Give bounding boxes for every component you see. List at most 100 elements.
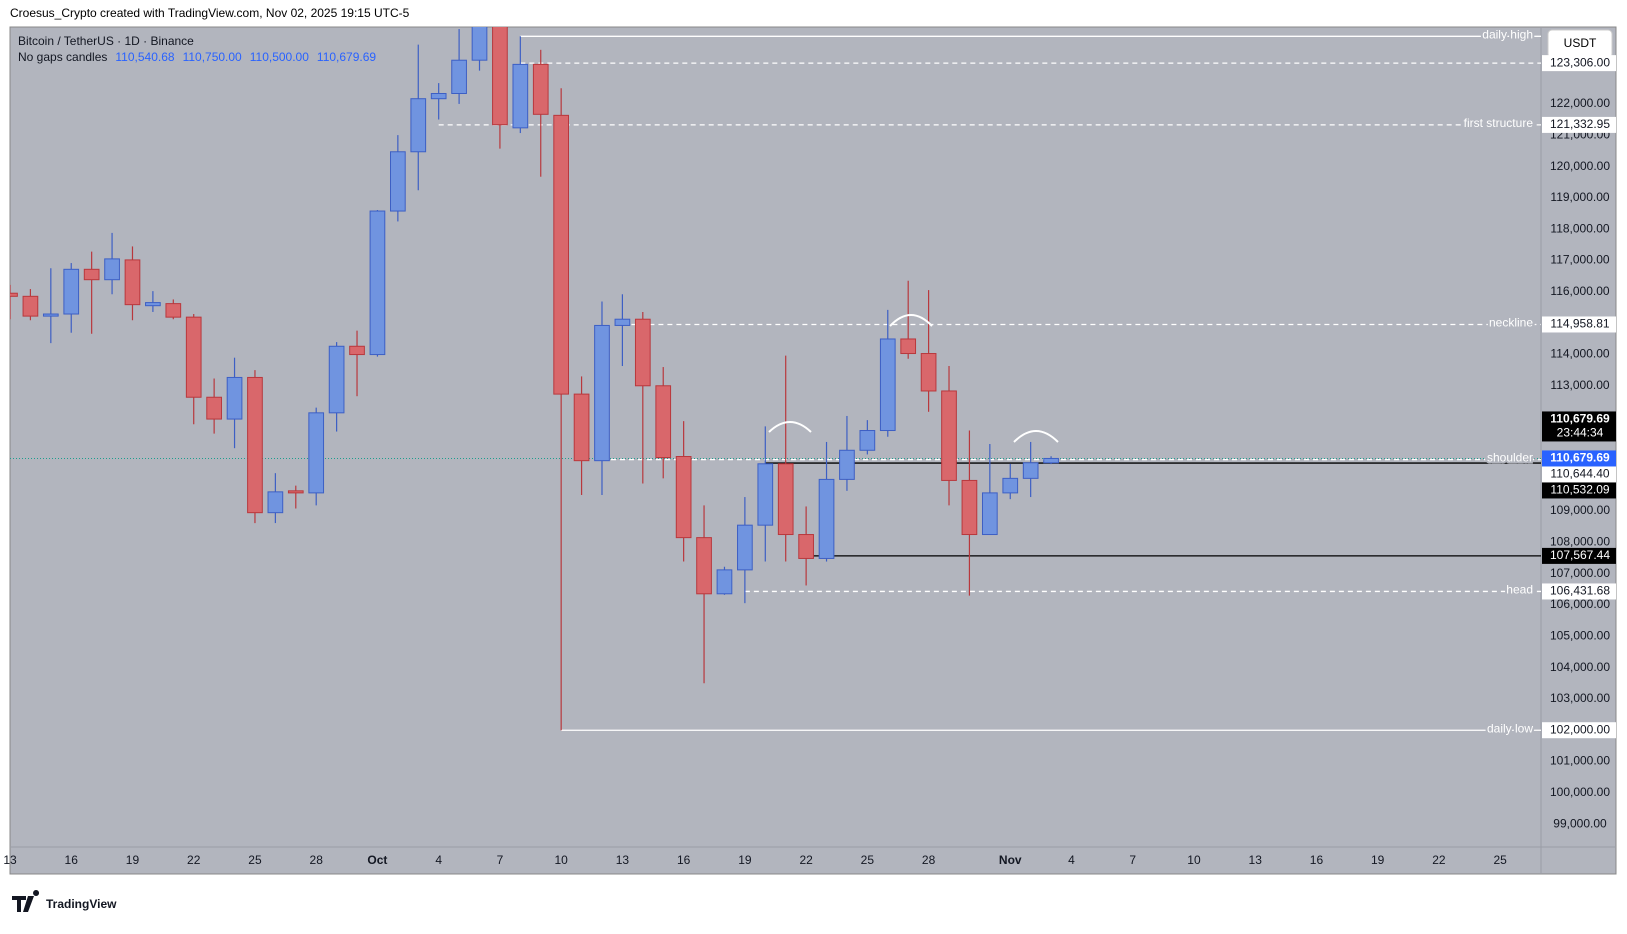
- credit: Croesus_Crypto created with TradingView.…: [10, 6, 410, 20]
- candle-body: [675, 456, 692, 539]
- price-axis-tag-label: 110,644.40: [1550, 467, 1609, 481]
- last-price-tag-label: 110,679.69: [1550, 451, 1610, 465]
- candle-body: [42, 313, 59, 317]
- ohlc-value: 110,750.00: [183, 50, 242, 64]
- candle-body: [1022, 462, 1039, 479]
- price-axis-tag: [1542, 547, 1616, 564]
- x-tick-label: 7: [497, 853, 504, 867]
- x-tick-label: 16: [677, 853, 691, 867]
- candle-body: [777, 463, 794, 536]
- countdown-price: 110,679.69: [1550, 412, 1610, 426]
- candle-body: [553, 114, 570, 395]
- x-tick-label: 16: [65, 853, 79, 867]
- x-tick-label: 25: [248, 853, 262, 867]
- candle-body: [206, 396, 222, 420]
- y-tick-label: 116,000.00: [1550, 284, 1609, 298]
- countdown-tag: [1542, 411, 1616, 442]
- candle-body: [185, 316, 202, 398]
- level-text: daily high: [1482, 27, 1533, 41]
- level-text: daily low: [1487, 721, 1533, 735]
- candle-body: [328, 345, 345, 414]
- ohlc-value: 110,500.00: [250, 50, 309, 64]
- candle-body: [124, 259, 141, 306]
- price-axis-tag: [1542, 116, 1616, 133]
- candle-body: [981, 492, 998, 536]
- level-text: neckline: [1489, 316, 1533, 330]
- y-tick-label: 108,000.00: [1550, 535, 1610, 549]
- price-axis-tag-label: 107,567.44: [1550, 548, 1610, 562]
- candle-body: [451, 59, 467, 95]
- candle-body: [920, 353, 937, 392]
- level-text: head: [1506, 583, 1533, 597]
- x-tick-label: 28: [922, 853, 936, 867]
- ohlc-value: 110,540.68: [115, 50, 174, 64]
- y-tick-label: 119,000.00: [1550, 190, 1609, 204]
- candle-body: [349, 345, 365, 356]
- price-axis-tag-label: 123,306.00: [1550, 55, 1610, 69]
- y-tick-label: 118,000.00: [1550, 221, 1609, 235]
- y-tick-label: 99,000.00: [1553, 816, 1607, 830]
- chart-title: Bitcoin / TetherUS · 1D · Binance: [18, 34, 194, 48]
- logo: TradingView: [12, 890, 117, 912]
- candle-body: [614, 318, 631, 326]
- price-axis-tag-label: 121,332.95: [1550, 117, 1610, 131]
- candle-body: [165, 303, 182, 318]
- x-tick-label: 7: [1129, 853, 1136, 867]
- candle-body: [737, 524, 753, 571]
- candle-body: [390, 151, 406, 212]
- currency: USDT: [1564, 36, 1597, 50]
- candle-body: [900, 338, 917, 355]
- level-text: shoulder: [1487, 451, 1533, 465]
- x-tick-label: 22: [799, 853, 813, 867]
- overlay: daily high first structure neckline shoulde…: [1462, 25, 1536, 737]
- chart-background: [9, 26, 1617, 875]
- candle-body: [247, 376, 263, 514]
- candle-body: [655, 385, 672, 459]
- candle-body: [1043, 457, 1059, 464]
- x-tick-label: 19: [126, 853, 140, 867]
- candle-body: [512, 63, 529, 129]
- x-tick-label: 13: [1249, 853, 1263, 867]
- candle-body: [10, 292, 18, 297]
- candle-body: [287, 490, 304, 494]
- x-tick-label: 4: [1068, 853, 1075, 867]
- x-tick-label: 13: [3, 853, 17, 867]
- candle-body: [634, 318, 651, 387]
- candle-body: [839, 449, 855, 480]
- y-tick-label: 106,000.00: [1550, 597, 1610, 611]
- candle-body: [879, 338, 896, 432]
- x-tick-label: Oct: [367, 853, 387, 867]
- candle-body: [410, 98, 427, 153]
- candle-body: [1002, 477, 1019, 494]
- y-tick-label: 122,000.00: [1550, 96, 1610, 110]
- x-tick-label: 10: [1187, 853, 1201, 867]
- price-axis-tag: [1542, 583, 1616, 600]
- y-tick-label: 100,000.00: [1550, 785, 1610, 799]
- level-text: first structure: [1464, 116, 1534, 130]
- candle-body: [961, 479, 978, 536]
- head-arc: [889, 314, 933, 327]
- candle-body: [532, 63, 549, 115]
- candle-body: [594, 324, 610, 462]
- candle-body: [818, 478, 835, 559]
- ohlc-value: 110,679.69: [317, 50, 376, 64]
- plot: [10, 27, 1541, 731]
- candle-body: [798, 534, 814, 559]
- x-tick-label: 25: [861, 853, 875, 867]
- price-axis-tag-label: 102,000.00: [1550, 722, 1610, 736]
- price-axis-tag: [1542, 466, 1616, 483]
- candle-body: [573, 393, 590, 462]
- price-axis-tag-label: 110,532.09: [1550, 483, 1609, 497]
- candle-body: [716, 569, 733, 595]
- candle-body: [63, 268, 80, 315]
- candle-body: [104, 258, 120, 281]
- price-axis-tag: [1542, 722, 1616, 739]
- y-tick-label: 113,000.00: [1550, 378, 1609, 392]
- x-tick-label: 22: [187, 853, 201, 867]
- subtitle: No gaps candles: [18, 50, 107, 64]
- candle-body: [430, 93, 447, 100]
- candle-body: [226, 376, 243, 420]
- x-tick-label: 13: [616, 853, 630, 867]
- candle-body: [757, 463, 774, 526]
